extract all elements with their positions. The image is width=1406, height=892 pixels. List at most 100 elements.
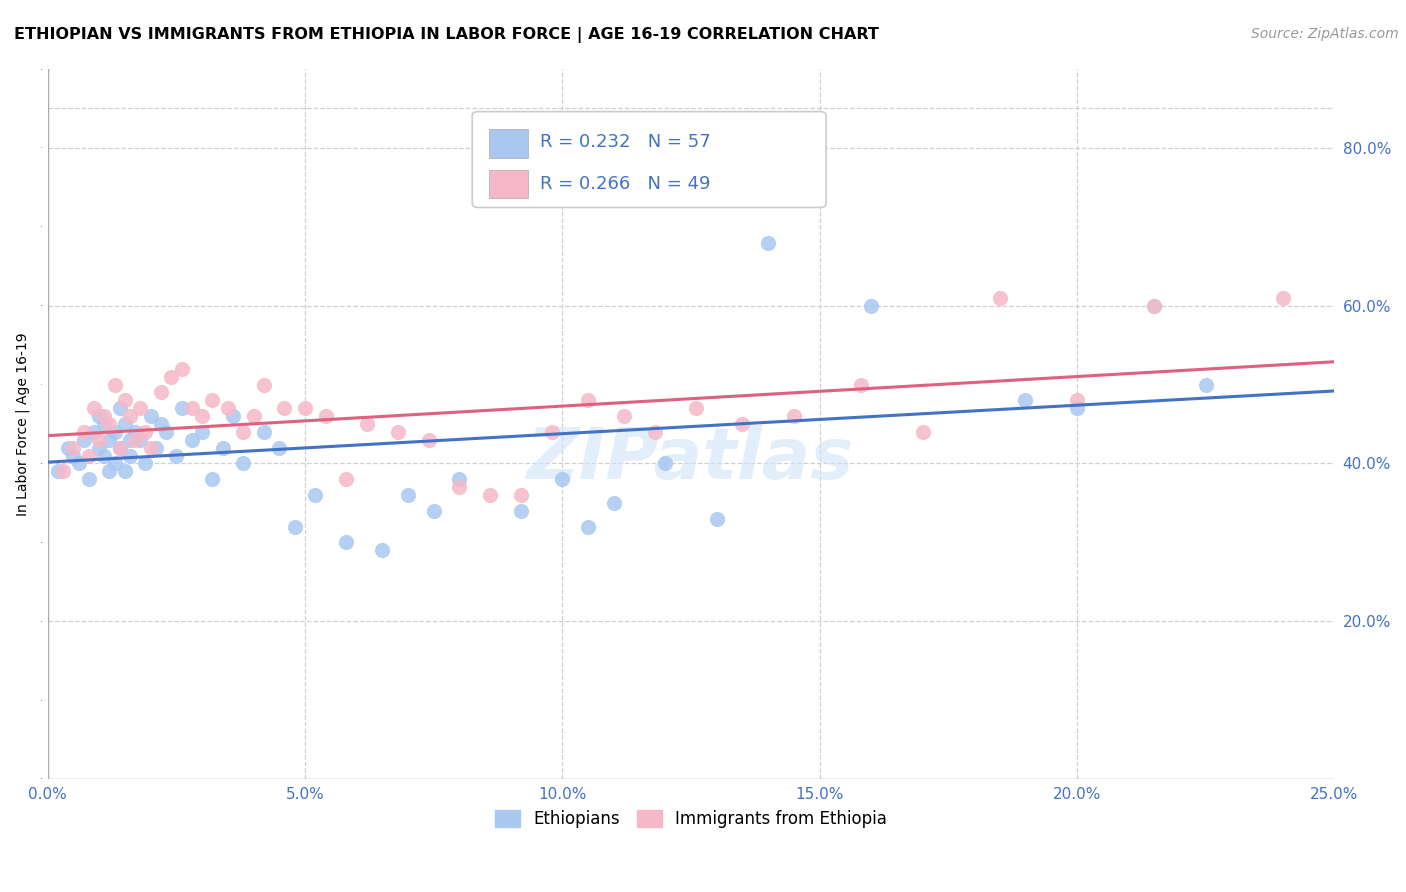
Point (783, 409, 806, 423)
Point (304, 488, 326, 502)
Point (396, 488, 419, 502)
Point (222, 409, 245, 423)
Point (510, 504, 533, 518)
Point (273, 401, 295, 416)
Point (124, 433, 146, 447)
Point (52, 464, 75, 478)
Point (73, 433, 96, 447)
Point (114, 464, 136, 478)
Point (62, 449, 84, 463)
Point (371, 543, 394, 558)
Point (89, 441, 111, 455)
Point (654, 457, 676, 471)
Point (335, 472, 357, 486)
Text: R = 0.266   N = 49: R = 0.266 N = 49 (540, 175, 711, 193)
Point (1143, 299, 1166, 313)
Point (114, 417, 136, 431)
Point (108, 401, 131, 416)
Point (98, 433, 121, 447)
Point (294, 401, 316, 416)
Point (89, 409, 111, 423)
Point (849, 377, 872, 392)
Point (1143, 299, 1166, 313)
Point (1066, 393, 1088, 408)
Point (149, 385, 172, 400)
Point (242, 409, 264, 423)
Point (269, 441, 291, 455)
Point (860, 299, 883, 313)
Y-axis label: In Labor Force | Age 16-19: In Labor Force | Age 16-19 (15, 332, 30, 516)
Point (1014, 393, 1036, 408)
Point (104, 457, 127, 471)
Point (58, 441, 80, 455)
Point (644, 425, 666, 439)
Point (77, 472, 100, 486)
Point (93, 417, 115, 431)
Point (104, 425, 127, 439)
Point (1271, 291, 1294, 305)
Point (217, 401, 239, 416)
Point (232, 457, 254, 471)
Point (387, 425, 409, 439)
Point (576, 393, 599, 408)
Point (89, 433, 111, 447)
Point (1066, 401, 1088, 416)
Point (603, 496, 626, 510)
Point (160, 369, 183, 384)
Point (114, 393, 136, 408)
Point (124, 425, 146, 439)
Point (422, 504, 444, 518)
Point (685, 401, 707, 416)
Point (988, 291, 1011, 305)
Point (449, 480, 471, 494)
Point (180, 401, 202, 416)
Point (201, 472, 224, 486)
Point (191, 409, 214, 423)
FancyBboxPatch shape (489, 129, 527, 158)
Point (541, 425, 564, 439)
Point (253, 425, 276, 439)
Point (911, 425, 934, 439)
Point (191, 425, 214, 439)
Point (83, 425, 105, 439)
Point (139, 441, 162, 455)
Text: ZIPatlas: ZIPatlas (527, 425, 855, 494)
Point (335, 535, 357, 549)
Point (479, 488, 502, 502)
Legend: Ethiopians, Immigrants from Ethiopia: Ethiopians, Immigrants from Ethiopia (488, 803, 894, 835)
Point (73, 425, 96, 439)
Point (139, 409, 162, 423)
Point (83, 401, 105, 416)
Point (129, 433, 152, 447)
Point (104, 377, 127, 392)
Point (67, 457, 90, 471)
Point (418, 433, 440, 447)
Point (46, 464, 69, 478)
Point (706, 511, 728, 525)
Point (551, 472, 574, 486)
Point (756, 235, 779, 250)
Point (77, 449, 100, 463)
Point (134, 425, 156, 439)
Point (170, 361, 193, 376)
Point (108, 441, 131, 455)
Point (576, 519, 599, 533)
Point (211, 441, 233, 455)
Point (134, 457, 156, 471)
Point (165, 449, 187, 463)
Point (145, 441, 167, 455)
Point (510, 488, 533, 502)
Point (108, 441, 131, 455)
Text: ETHIOPIAN VS IMMIGRANTS FROM ETHIOPIA IN LABOR FORCE | AGE 16-19 CORRELATION CHA: ETHIOPIAN VS IMMIGRANTS FROM ETHIOPIA IN… (14, 27, 879, 43)
Point (284, 519, 307, 533)
Point (98, 417, 121, 431)
Point (149, 417, 172, 431)
Point (93, 449, 115, 463)
Point (449, 472, 471, 486)
Point (201, 393, 224, 408)
Point (1194, 377, 1216, 392)
Point (232, 425, 254, 439)
Point (315, 409, 337, 423)
Text: Source: ZipAtlas.com: Source: ZipAtlas.com (1251, 27, 1399, 41)
Text: R = 0.232   N = 57: R = 0.232 N = 57 (540, 133, 711, 151)
